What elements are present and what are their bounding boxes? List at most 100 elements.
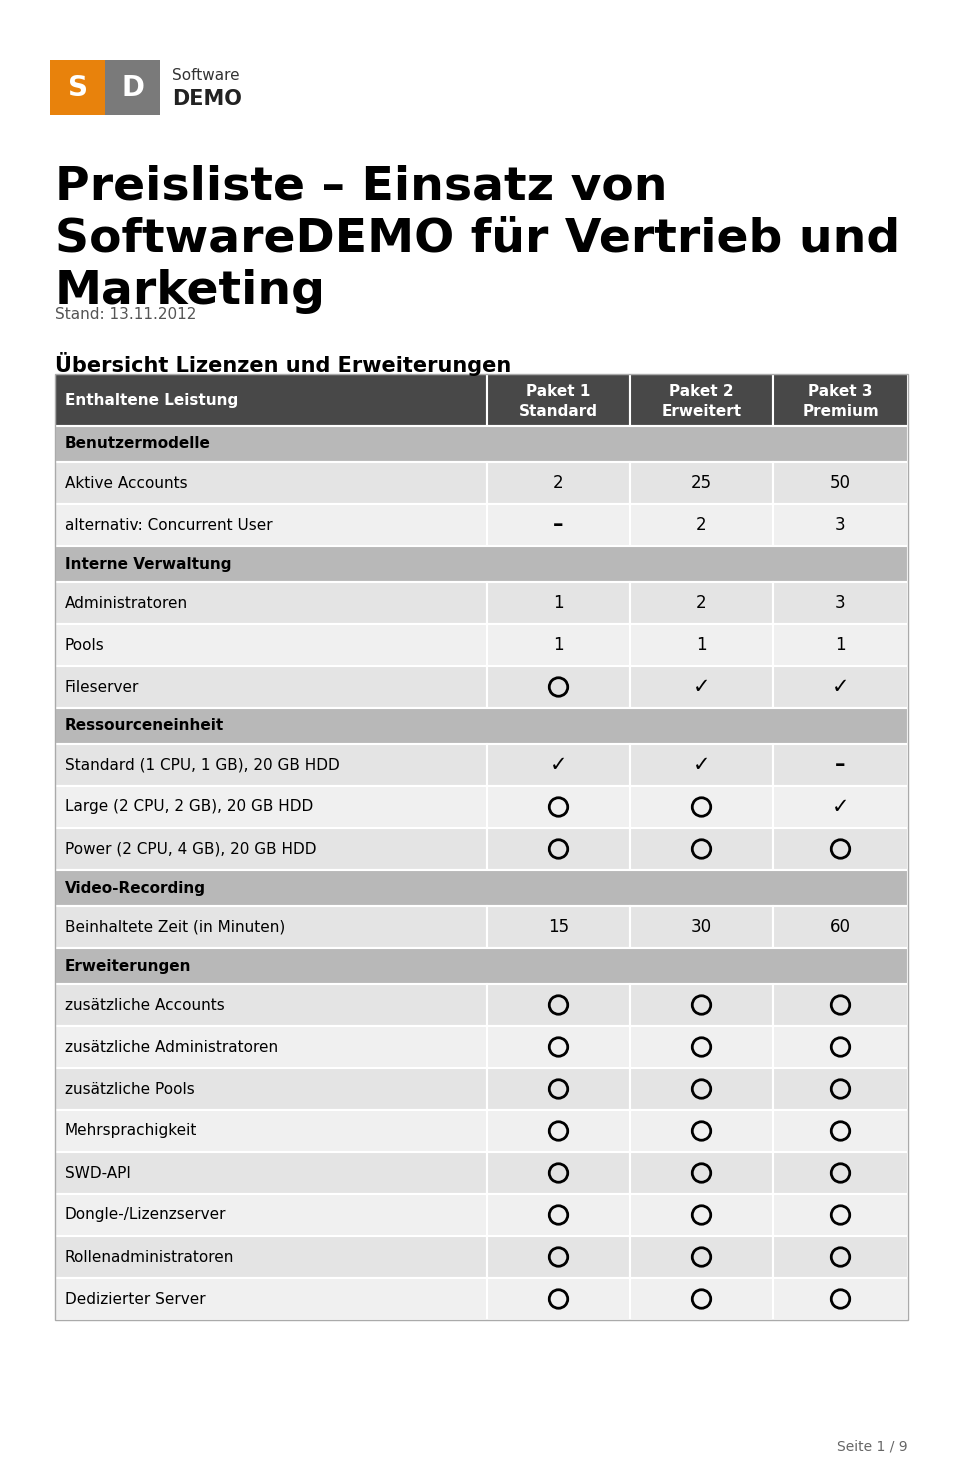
Text: 1: 1: [835, 636, 846, 653]
Text: 2: 2: [553, 473, 564, 493]
FancyBboxPatch shape: [55, 426, 908, 462]
FancyBboxPatch shape: [55, 504, 487, 546]
Text: S: S: [67, 74, 87, 102]
Text: ✓: ✓: [831, 796, 850, 817]
FancyBboxPatch shape: [487, 504, 630, 546]
FancyBboxPatch shape: [630, 462, 773, 504]
Text: Large (2 CPU, 2 GB), 20 GB HDD: Large (2 CPU, 2 GB), 20 GB HDD: [65, 799, 313, 814]
FancyBboxPatch shape: [773, 1152, 908, 1193]
Text: Ressourceneinheit: Ressourceneinheit: [65, 718, 225, 733]
Text: Aktive Accounts: Aktive Accounts: [65, 475, 187, 491]
FancyBboxPatch shape: [55, 1068, 487, 1111]
FancyBboxPatch shape: [630, 1193, 773, 1236]
FancyBboxPatch shape: [487, 1236, 630, 1277]
Text: ✓: ✓: [831, 677, 850, 698]
FancyBboxPatch shape: [630, 1236, 773, 1277]
Text: Interne Verwaltung: Interne Verwaltung: [65, 556, 231, 571]
FancyBboxPatch shape: [630, 1277, 773, 1320]
Text: D: D: [121, 74, 144, 102]
Text: Erweiterungen: Erweiterungen: [65, 959, 191, 974]
FancyBboxPatch shape: [773, 786, 908, 827]
FancyBboxPatch shape: [773, 1193, 908, 1236]
Text: 3: 3: [835, 516, 846, 534]
FancyBboxPatch shape: [487, 1277, 630, 1320]
FancyBboxPatch shape: [487, 1027, 630, 1068]
FancyBboxPatch shape: [630, 906, 773, 948]
FancyBboxPatch shape: [630, 667, 773, 708]
Text: Paket 2: Paket 2: [669, 384, 733, 398]
FancyBboxPatch shape: [773, 1068, 908, 1111]
FancyBboxPatch shape: [630, 827, 773, 870]
FancyBboxPatch shape: [55, 624, 487, 667]
FancyBboxPatch shape: [773, 984, 908, 1027]
FancyBboxPatch shape: [487, 1152, 630, 1193]
FancyBboxPatch shape: [487, 1068, 630, 1111]
FancyBboxPatch shape: [773, 583, 908, 624]
Text: 2: 2: [696, 516, 707, 534]
Text: 1: 1: [553, 636, 564, 653]
Text: Übersicht Lizenzen und Erweiterungen: Übersicht Lizenzen und Erweiterungen: [55, 353, 512, 376]
Text: Paket 3: Paket 3: [808, 384, 873, 398]
FancyBboxPatch shape: [55, 462, 487, 504]
FancyBboxPatch shape: [773, 1027, 908, 1068]
Text: Administratoren: Administratoren: [65, 596, 188, 611]
FancyBboxPatch shape: [55, 948, 908, 984]
FancyBboxPatch shape: [630, 375, 773, 426]
Text: alternativ: Concurrent User: alternativ: Concurrent User: [65, 518, 273, 532]
FancyBboxPatch shape: [487, 743, 630, 786]
FancyBboxPatch shape: [55, 1152, 487, 1193]
FancyBboxPatch shape: [487, 906, 630, 948]
Text: zusätzliche Accounts: zusätzliche Accounts: [65, 997, 225, 1012]
FancyBboxPatch shape: [630, 1152, 773, 1193]
Text: Beinhaltete Zeit (in Minuten): Beinhaltete Zeit (in Minuten): [65, 919, 285, 935]
Text: Software: Software: [172, 68, 240, 84]
FancyBboxPatch shape: [773, 1277, 908, 1320]
Text: 1: 1: [696, 636, 707, 653]
FancyBboxPatch shape: [773, 1236, 908, 1277]
FancyBboxPatch shape: [630, 743, 773, 786]
FancyBboxPatch shape: [50, 60, 105, 115]
FancyBboxPatch shape: [773, 375, 908, 426]
FancyBboxPatch shape: [55, 1027, 487, 1068]
Text: 2: 2: [696, 594, 707, 612]
FancyBboxPatch shape: [773, 504, 908, 546]
Text: –: –: [835, 755, 846, 774]
FancyBboxPatch shape: [487, 1193, 630, 1236]
FancyBboxPatch shape: [487, 786, 630, 827]
Text: Pools: Pools: [65, 637, 105, 652]
FancyBboxPatch shape: [630, 1068, 773, 1111]
Text: Rollenadministratoren: Rollenadministratoren: [65, 1249, 234, 1264]
Text: Preisliste – Einsatz von: Preisliste – Einsatz von: [55, 165, 667, 209]
Text: ✓: ✓: [693, 755, 710, 774]
FancyBboxPatch shape: [487, 462, 630, 504]
FancyBboxPatch shape: [773, 667, 908, 708]
Text: 50: 50: [830, 473, 851, 493]
FancyBboxPatch shape: [773, 462, 908, 504]
FancyBboxPatch shape: [487, 1111, 630, 1152]
FancyBboxPatch shape: [630, 504, 773, 546]
FancyBboxPatch shape: [55, 1193, 487, 1236]
Text: Video-Recording: Video-Recording: [65, 881, 206, 895]
FancyBboxPatch shape: [55, 667, 487, 708]
FancyBboxPatch shape: [487, 583, 630, 624]
Text: 15: 15: [548, 917, 569, 937]
FancyBboxPatch shape: [55, 906, 487, 948]
Text: Benutzermodelle: Benutzermodelle: [65, 437, 211, 451]
FancyBboxPatch shape: [630, 1111, 773, 1152]
FancyBboxPatch shape: [630, 583, 773, 624]
Text: Stand: 13.11.2012: Stand: 13.11.2012: [55, 307, 197, 322]
Text: 60: 60: [830, 917, 851, 937]
Text: Premium: Premium: [803, 404, 878, 419]
Text: 30: 30: [691, 917, 712, 937]
Text: Dedizierter Server: Dedizierter Server: [65, 1292, 205, 1307]
FancyBboxPatch shape: [487, 827, 630, 870]
FancyBboxPatch shape: [55, 708, 908, 743]
Text: Power (2 CPU, 4 GB), 20 GB HDD: Power (2 CPU, 4 GB), 20 GB HDD: [65, 842, 317, 857]
Text: Enthaltene Leistung: Enthaltene Leistung: [65, 392, 238, 407]
Text: 3: 3: [835, 594, 846, 612]
Text: –: –: [553, 515, 564, 535]
FancyBboxPatch shape: [630, 1027, 773, 1068]
Text: 1: 1: [553, 594, 564, 612]
FancyBboxPatch shape: [55, 870, 908, 906]
FancyBboxPatch shape: [487, 984, 630, 1027]
